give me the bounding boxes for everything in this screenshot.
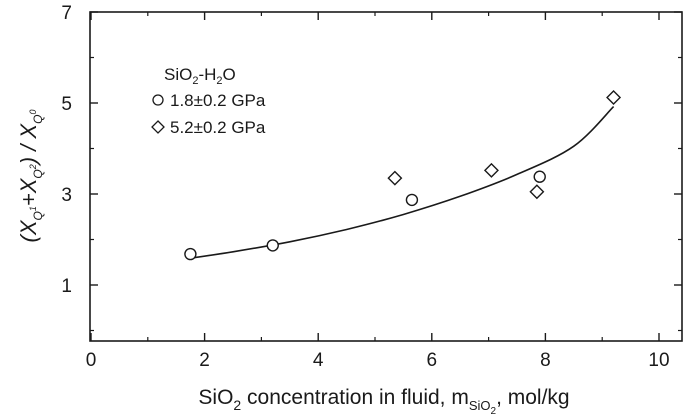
legend-label-series-1: 1.8±0.2 GPa [170,91,266,110]
x-tick-label: 2 [199,350,210,371]
data-point-circle [533,170,546,183]
y-tick-label: 3 [61,185,72,206]
data-point-diamond [529,184,545,200]
plot-frame [89,11,683,342]
x-tick-label: 0 [86,350,97,371]
x-tick-labels: 0 2 4 6 8 10 [86,350,670,371]
data-point-diamond [606,90,622,106]
legend: SiO2-H2O 1.8±0.2 GPa 5.2±0.2 GPa [151,65,266,137]
x-tick-label: 4 [313,350,324,371]
legend-title: SiO2-H2O [164,65,236,87]
legend-label-series-2: 5.2±0.2 GPa [170,118,266,137]
x-tick-label: 6 [427,350,438,371]
fit-curve [187,106,615,260]
x-tick-label: 10 [648,350,669,371]
data-point-diamond [483,162,499,178]
y-axis-label: (XQ1+XQ2) / XQ0 [16,110,45,243]
legend-diamond-marker [151,120,165,134]
data-point-diamond [387,170,403,186]
data-point-circle [184,247,197,261]
legend-circle-marker [152,94,164,106]
axis-ticks [90,11,682,341]
x-tick-label: 8 [540,350,551,371]
y-tick-label: 1 [61,276,72,297]
y-tick-labels: 1 3 5 7 [61,3,72,297]
data-point-circle [266,239,279,252]
x-axis-label: SiO2 concentration in fluid, mSiO2, mol/… [198,386,569,417]
data-markers [184,90,622,261]
y-tick-label: 7 [61,3,72,24]
y-tick-label: 5 [61,94,72,115]
data-point-circle [405,193,419,207]
